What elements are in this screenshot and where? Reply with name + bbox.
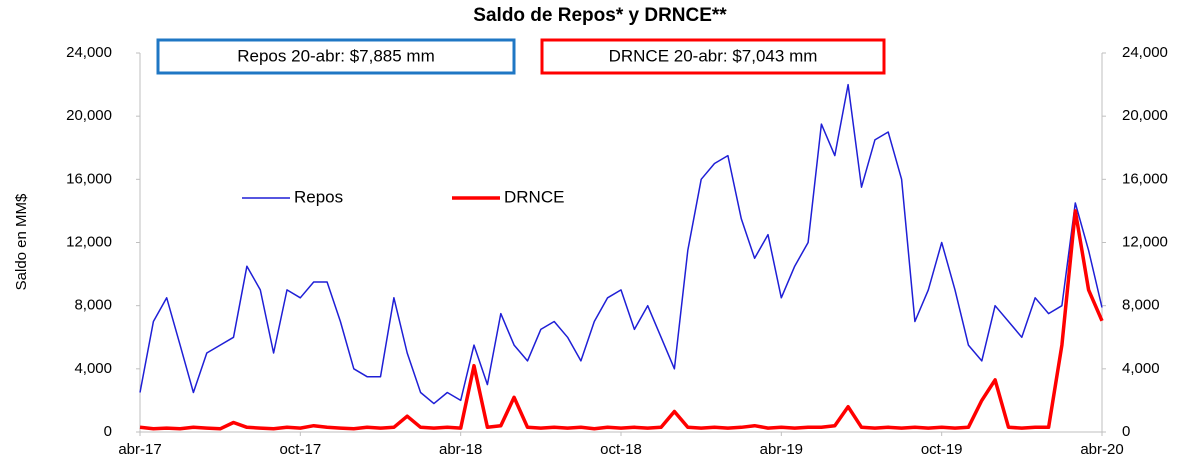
annotation-box [540, 38, 886, 75]
annotation-text: DRNCE 20-abr: $7,043 mm [609, 46, 818, 65]
x-tick-label: oct-19 [921, 441, 963, 458]
y2-tick-label: 0 [1122, 423, 1130, 440]
legend-label: DRNCE [504, 187, 564, 206]
x-tick-label: abr-20 [1080, 441, 1123, 458]
annotation-box [156, 38, 516, 75]
y2-tick-label: 24,000 [1122, 44, 1168, 61]
y2-tick-label: 16,000 [1122, 170, 1168, 187]
x-tick-label: oct-18 [600, 441, 642, 458]
x-tick-label: abr-19 [760, 441, 803, 458]
annotation-text: Repos 20-abr: $7,885 mm [237, 46, 435, 65]
y-tick-label: 24,000 [66, 44, 112, 61]
y-tick-label: 0 [104, 423, 112, 440]
y-tick-label: 20,000 [66, 107, 112, 124]
line-series [139, 83, 1103, 405]
line-series [139, 209, 1104, 431]
y-tick-label: 16,000 [66, 170, 112, 187]
x-tick-label: abr-18 [439, 441, 482, 458]
y2-tick-label: 4,000 [1122, 360, 1160, 377]
y2-tick-label: 20,000 [1122, 107, 1168, 124]
y-tick-label: 12,000 [66, 233, 112, 250]
x-tick-label: oct-17 [279, 441, 321, 458]
legend-label: Repos [294, 187, 343, 206]
y-tick-label: 8,000 [74, 297, 112, 314]
y-tick-label: 4,000 [74, 360, 112, 377]
chart-title: Saldo de Repos* y DRNCE** [473, 5, 727, 26]
y2-tick-label: 12,000 [1122, 233, 1168, 250]
x-tick-label: abr-17 [118, 441, 161, 458]
y-axis-label: Saldo en MM$ [13, 193, 30, 290]
y2-tick-label: 8,000 [1122, 297, 1160, 314]
